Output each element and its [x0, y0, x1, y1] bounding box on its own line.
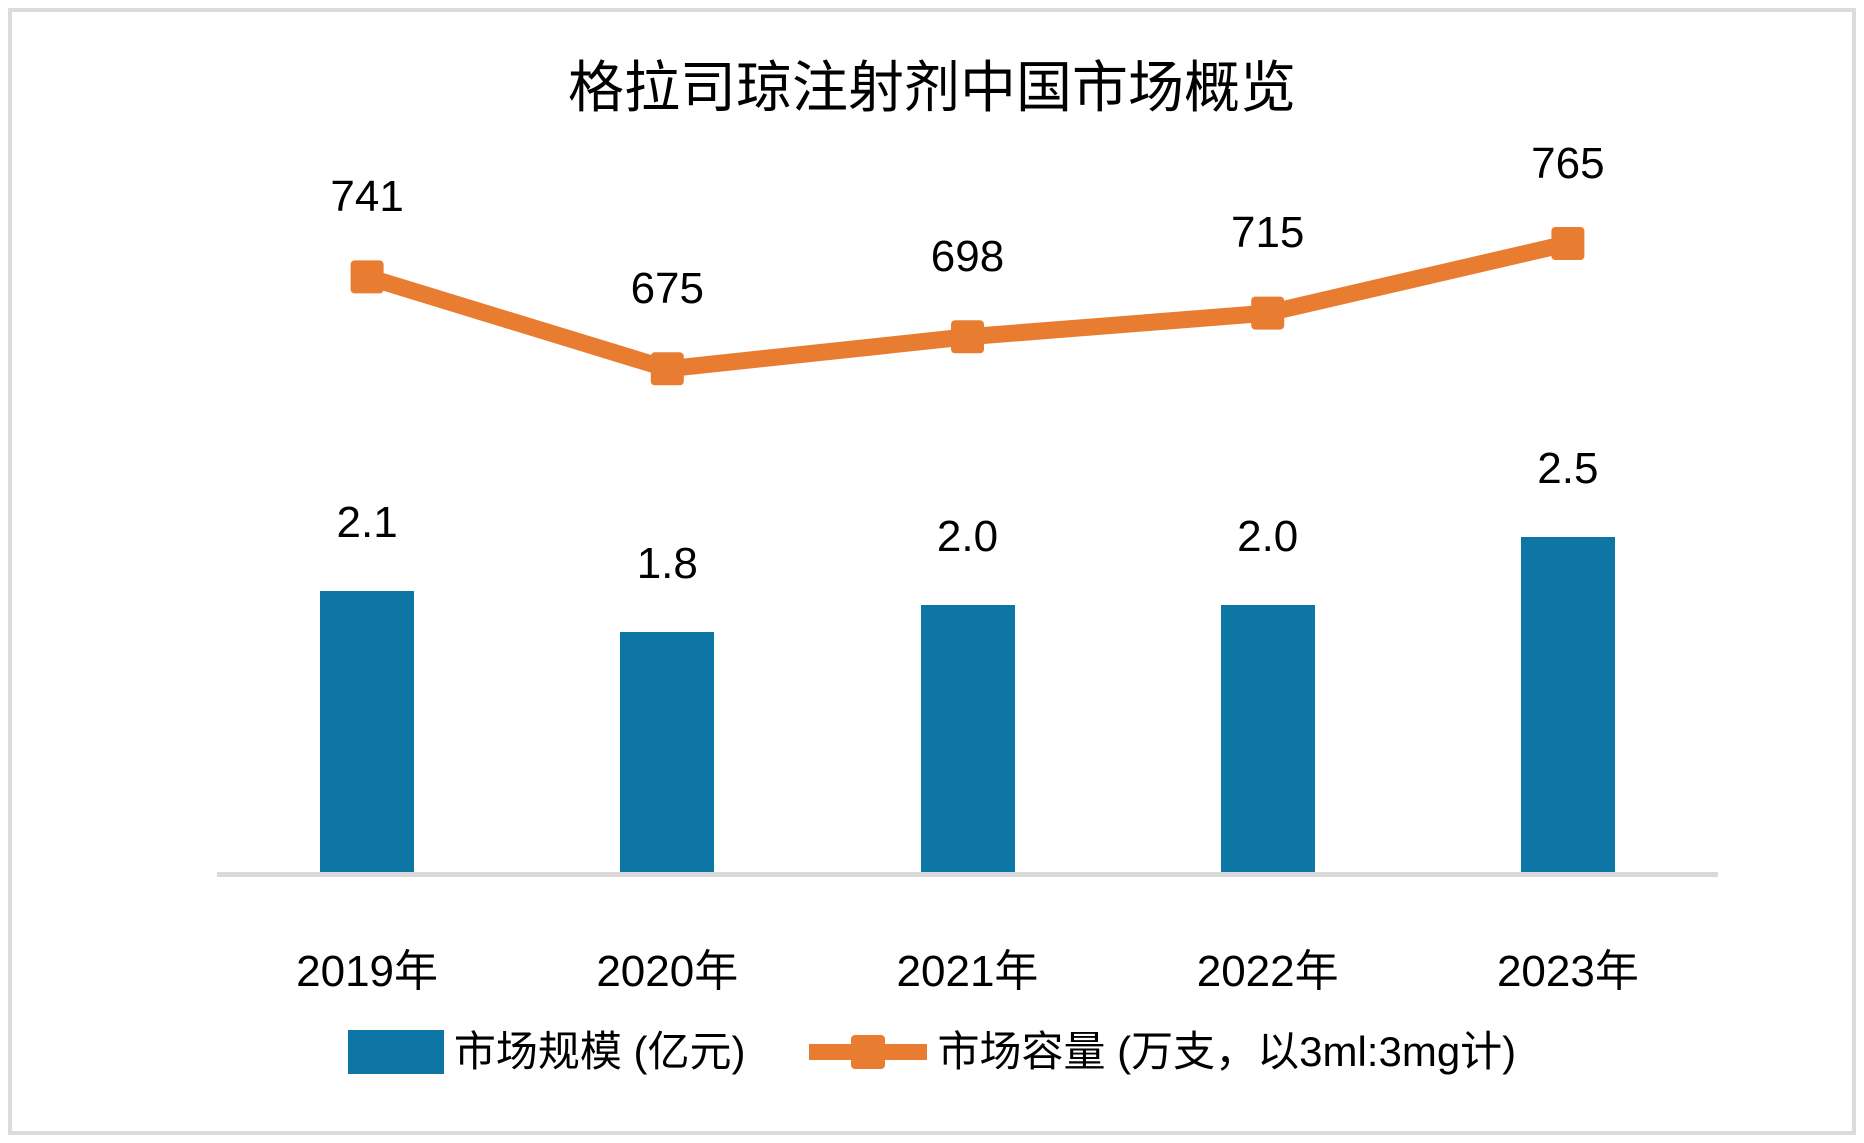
chart-title: 格拉司琼注射剂中国市场概览 — [568, 56, 1296, 119]
x-axis-label: 2020年 — [596, 947, 739, 996]
x-axis-line — [217, 872, 1718, 877]
line-point-marker — [350, 260, 384, 294]
bar-value-label: 2.5 — [1537, 444, 1599, 494]
line-value-label: 765 — [1531, 138, 1605, 188]
bar — [620, 631, 715, 874]
legend-label-bar-series: 市场规模 (亿元) — [453, 1028, 746, 1075]
x-axis-label: 2019年 — [296, 947, 439, 996]
bar-value-label: 2.1 — [336, 498, 398, 548]
bar — [1220, 604, 1315, 874]
legend-item-bar-series: 市场规模 (亿元) — [347, 1026, 746, 1078]
line-series-marker-icon — [809, 1030, 928, 1074]
bar-value-label: 2.0 — [936, 511, 999, 561]
bar — [920, 604, 1015, 874]
bar — [1520, 537, 1615, 874]
line-value-label: 698 — [930, 231, 1005, 281]
legend-item-line-series: 市场容量 (万支，以3ml:3mg计) — [809, 1026, 1516, 1078]
line-point-marker — [951, 320, 984, 354]
legend-label-line-series: 市场容量 (万支，以3ml:3mg计) — [937, 1028, 1517, 1075]
line-point-marker — [1251, 296, 1285, 330]
square-marker-icon — [851, 1035, 886, 1069]
line-value-label: 741 — [330, 171, 404, 221]
bar-value-label: 2.0 — [1237, 511, 1299, 561]
x-axis-label: 2023年 — [1496, 947, 1639, 996]
line-point-marker — [650, 352, 684, 386]
legend: 市场规模 (亿元) 市场容量 (万支，以3ml:3mg计) — [0, 1026, 1864, 1078]
x-axis-label: 2021年 — [896, 947, 1039, 996]
x-axis-label: 2022年 — [1196, 947, 1339, 996]
line-value-label: 715 — [1230, 208, 1305, 258]
line-point-marker — [1551, 227, 1585, 261]
bar-value-label: 1.8 — [636, 538, 698, 588]
bar-series-swatch-icon — [347, 1030, 444, 1074]
line-value-label: 675 — [630, 263, 704, 313]
bar — [320, 591, 415, 874]
